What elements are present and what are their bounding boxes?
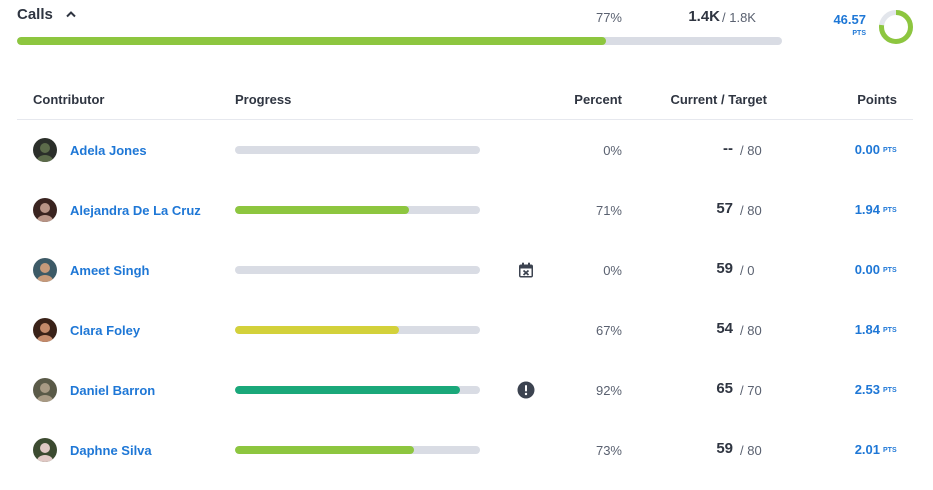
contributor-name-link[interactable]: Adela Jones	[70, 143, 147, 158]
table-row: Ameet Singh 0% 59 / 0 0.00 PTS	[0, 250, 933, 310]
row-target: / 80	[740, 143, 762, 158]
row-current: 54	[716, 320, 733, 337]
goal-points: 46.57	[833, 12, 866, 27]
row-progress-bar	[235, 446, 480, 454]
contributor-name-link[interactable]: Daphne Silva	[70, 443, 152, 458]
row-points-unit: PTS	[883, 147, 897, 154]
row-points: 1.94	[854, 202, 880, 217]
column-header-points[interactable]: Points	[857, 92, 897, 107]
row-progress-bar	[235, 266, 480, 274]
goal-progress-bar	[17, 37, 782, 45]
row-percent: 0%	[603, 143, 622, 158]
table-row: Adela Jones 0% -- / 80 0.00 PTS	[0, 130, 933, 190]
table-row: Daniel Barron 92% 65 / 70 2.53 PTS	[0, 370, 933, 430]
column-header-contributor[interactable]: Contributor	[33, 92, 105, 107]
row-current: 57	[716, 200, 733, 217]
row-points-unit: PTS	[883, 447, 897, 454]
row-percent: 73%	[595, 443, 622, 458]
chevron-up-icon[interactable]	[66, 10, 76, 18]
row-progress-bar	[235, 326, 480, 334]
row-points-unit: PTS	[883, 387, 897, 394]
row-progress-bar	[235, 206, 480, 214]
row-points: 2.53	[854, 382, 880, 397]
donut-progress-arc	[879, 10, 913, 44]
goal-percent: 77%	[595, 10, 622, 25]
header-divider	[17, 119, 913, 120]
table-row: Alejandra De La Cruz 71% 57 / 80 1.94 PT…	[0, 190, 933, 250]
alert-icon[interactable]	[517, 381, 535, 399]
row-target: / 80	[740, 203, 762, 218]
avatar[interactable]	[33, 138, 57, 162]
row-points-unit: PTS	[883, 207, 897, 214]
row-percent: 92%	[595, 383, 622, 398]
row-progress-fill	[235, 326, 400, 334]
row-percent: 0%	[603, 263, 622, 278]
calendar-x-icon[interactable]	[517, 261, 535, 279]
contributor-name-link[interactable]: Ameet Singh	[70, 263, 150, 278]
column-header-progress[interactable]: Progress	[235, 92, 292, 107]
contributor-name-link[interactable]: Clara Foley	[70, 323, 141, 338]
row-progress-bar	[235, 146, 480, 154]
column-header-current-target[interactable]: Current / Target	[670, 92, 767, 107]
row-points: 0.00	[854, 142, 880, 157]
row-target: / 0	[740, 263, 755, 278]
row-target: / 70	[740, 383, 762, 398]
row-progress-bar	[235, 386, 480, 394]
row-percent: 71%	[595, 203, 622, 218]
avatar[interactable]	[33, 438, 57, 462]
row-current: --	[723, 140, 733, 157]
row-progress-fill	[235, 206, 409, 214]
row-progress-fill	[235, 446, 414, 454]
row-progress-fill	[235, 386, 461, 394]
row-current: 59	[716, 260, 733, 277]
row-target: / 80	[740, 443, 762, 458]
row-points: 2.01	[854, 442, 880, 457]
goal-current: 1.4K	[688, 8, 720, 25]
avatar[interactable]	[33, 198, 57, 222]
avatar[interactable]	[33, 258, 57, 282]
row-points-unit: PTS	[883, 327, 897, 334]
row-points: 1.84	[854, 322, 880, 337]
goal-points-unit: PTS	[852, 30, 866, 37]
row-target: / 80	[740, 323, 762, 338]
avatar[interactable]	[33, 378, 57, 402]
row-percent: 67%	[595, 323, 622, 338]
points-donut-chart	[879, 10, 913, 44]
goal-target: / 1.8K	[722, 10, 756, 25]
row-points-unit: PTS	[883, 267, 897, 274]
table-row: Daphne Silva 73% 59 / 80 2.01 PTS	[0, 430, 933, 490]
column-header-percent[interactable]: Percent	[574, 92, 622, 107]
row-points: 0.00	[854, 262, 880, 277]
avatar[interactable]	[33, 318, 57, 342]
goal-title: Calls	[17, 6, 53, 23]
contributor-name-link[interactable]: Daniel Barron	[70, 383, 156, 398]
row-current: 65	[716, 380, 733, 397]
contributor-name-link[interactable]: Alejandra De La Cruz	[70, 203, 201, 218]
table-row: Clara Foley 67% 54 / 80 1.84 PTS	[0, 310, 933, 370]
row-current: 59	[716, 440, 733, 457]
goal-progress-fill	[17, 37, 607, 45]
